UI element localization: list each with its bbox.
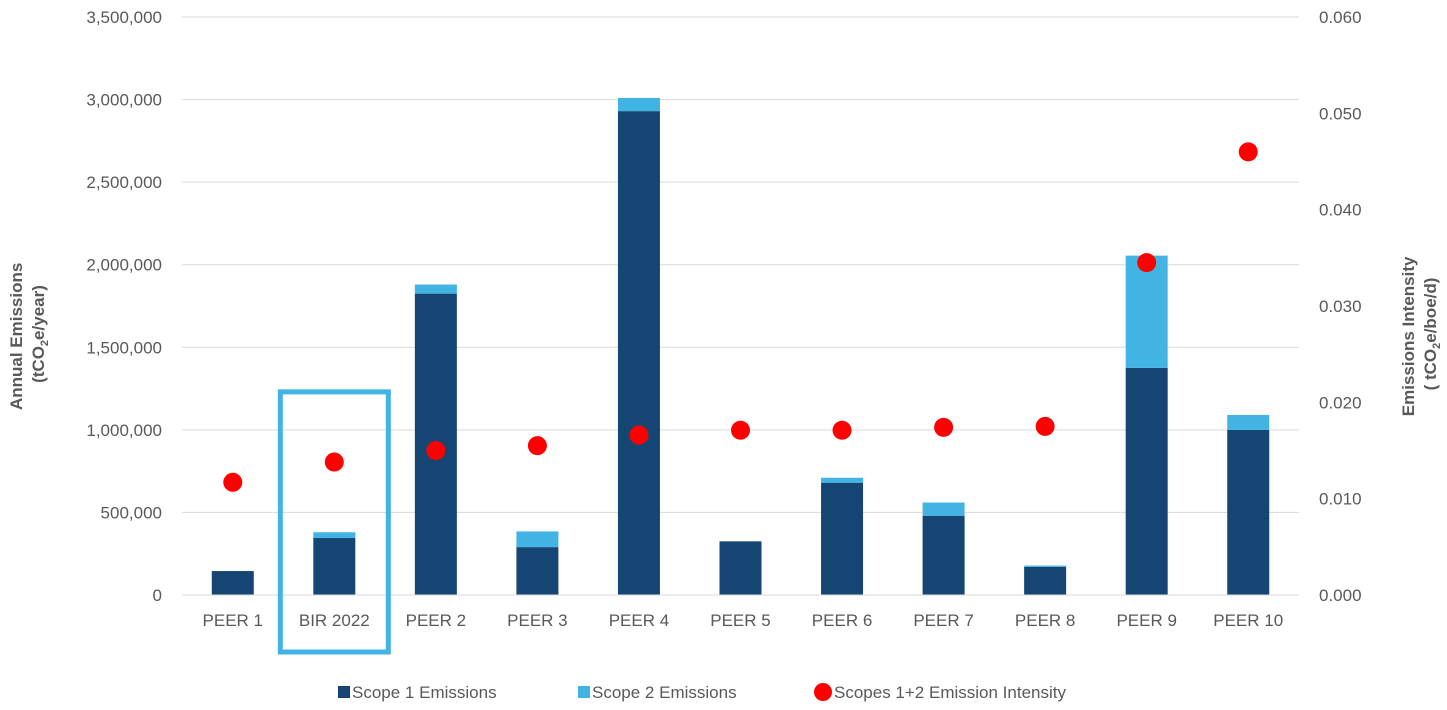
category-label: PEER 5 [710,611,770,630]
bar-scope1 [313,538,356,595]
bar-scope2 [516,531,559,548]
category-label: PEER 9 [1116,611,1176,630]
left-axis-title: Annual Emissions (tCO2e/year) [7,258,51,410]
category-label: PEER 4 [609,611,669,630]
bar-scope1 [617,111,660,595]
bar-scope1 [516,547,559,595]
category-labels: PEER 1 BIR 2022 PEER 2 PEER 3 PEER 4 PEER 5 PE… [203,611,1284,630]
intensity-point [426,441,446,460]
category-label: PEER 10 [1213,611,1283,630]
category-label: PEER 1 [203,611,263,630]
bar-scope1 [821,482,864,595]
left-tick-label: 0 [153,586,162,605]
intensity-point [629,425,649,445]
intensity-point [324,452,344,472]
legend-swatch-scope2 [578,686,590,698]
left-tick-label: 2,000,000 [86,256,162,275]
intensity-point [1137,253,1157,273]
legend-item-scope2: Scope 2 Emissions [578,683,737,702]
bars [182,97,1299,596]
left-tick-label: 500,000 [101,503,162,522]
legend-swatch-scope1 [338,686,350,698]
right-tick-label: 0.060 [1319,8,1362,27]
intensity-point [223,472,243,492]
bar-scope2 [1227,414,1270,430]
legend-label-scope1: Scope 1 Emissions [352,683,497,702]
bar-scope1 [1125,367,1168,595]
legend: Scope 1 Emissions Scope 2 Emissions Scop… [338,683,1066,702]
right-tick-label: 0.030 [1319,297,1362,316]
intensity-point [934,417,954,437]
left-tick-label: 1,000,000 [86,421,162,440]
bar-scope2 [922,502,965,516]
intensity-point [527,436,547,456]
bar-scope1 [922,515,965,595]
right-tick-label: 0.010 [1319,490,1362,509]
intensity-points [223,142,1258,492]
bar-scope2 [821,477,864,483]
left-tick-label: 2,500,000 [86,173,162,192]
category-label: PEER 6 [812,611,872,630]
category-label: PEER 3 [507,611,567,630]
bar-scope1 [719,541,762,595]
bar-scope2 [617,97,660,112]
bar-scope2 [414,284,457,294]
left-tick-label: 3,500,000 [86,8,162,27]
highlight-box-group [277,389,391,655]
intensity-point [832,420,852,440]
right-axis-title: Emissions Intensity ( tCO2e/boe/d) [1399,252,1443,416]
category-label: BIR 2022 [299,611,370,630]
highlight-box [277,389,391,655]
legend-item-scope1: Scope 1 Emissions [338,683,497,702]
category-label: PEER 8 [1015,611,1075,630]
intensity-point [1238,142,1258,162]
left-axis-ticks: 0 500,000 1,000,000 1,500,000 2,000,000 2,500… [86,8,162,605]
legend-label-intensity: Scopes 1+2 Emission Intensity [834,683,1066,702]
right-tick-label: 0.000 [1319,586,1362,605]
right-tick-label: 0.020 [1319,393,1362,412]
bar-scope1 [211,571,254,595]
intensity-point [1035,416,1055,436]
left-tick-label: 3,000,000 [86,91,162,110]
bar-scope2 [1125,255,1168,368]
legend-label-scope2: Scope 2 Emissions [592,683,737,702]
legend-item-intensity: Scopes 1+2 Emission Intensity [814,683,1066,702]
legend-marker-intensity [814,683,832,701]
right-tick-label: 0.040 [1319,201,1362,220]
intensity-point [731,420,750,440]
right-axis-ticks: 0.000 0.010 0.020 0.030 0.040 0.050 0.060 [1319,8,1362,605]
bar-scope2 [313,532,356,539]
right-tick-label: 0.050 [1319,104,1362,123]
bar-scope1 [1024,566,1067,595]
left-tick-label: 1,500,000 [86,338,162,357]
bar-scope1 [1227,429,1270,595]
bar-scope2 [1024,565,1067,567]
category-label: PEER 7 [913,611,973,630]
category-label: PEER 2 [406,611,466,630]
